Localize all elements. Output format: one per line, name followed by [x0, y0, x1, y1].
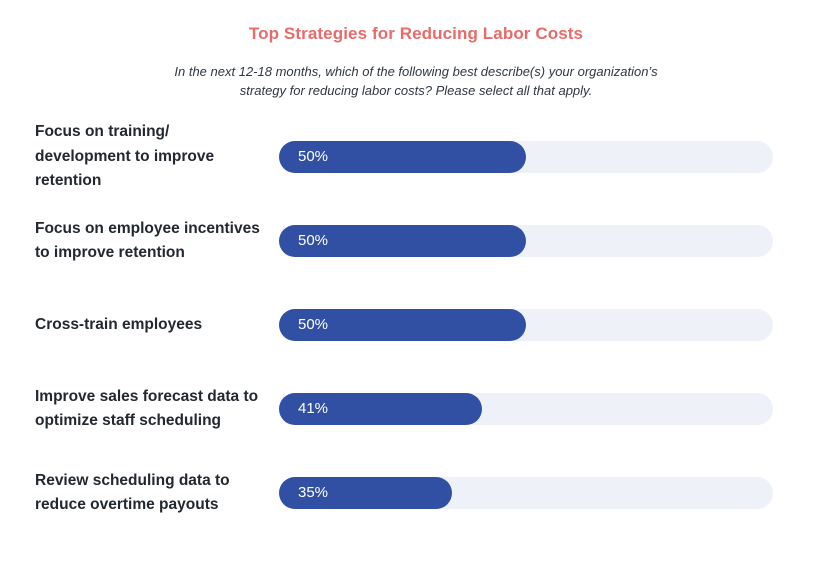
bar: 35% — [279, 477, 452, 509]
bar-track: 50% — [279, 141, 773, 173]
bar-track: 50% — [279, 309, 773, 341]
bar-value-label: 50% — [298, 148, 329, 165]
category-label: Review scheduling data to reduce overtim… — [35, 471, 230, 514]
category-label: Focus on employee incentives to improve … — [35, 219, 260, 262]
bar-track: 50% — [279, 225, 773, 257]
chart-title: Top Strategies for Reducing Labor Costs — [248, 24, 584, 43]
bar-track: 41% — [279, 393, 773, 425]
bar-value-label: 50% — [298, 316, 329, 333]
bar-track: 35% — [279, 477, 773, 509]
bar-value-label: 50% — [298, 232, 329, 249]
chart-subtitle: In the next 12-18 months, which of the f… — [174, 64, 658, 98]
bar: 50% — [279, 309, 526, 341]
category-label: Focus on training/ development to improv… — [35, 123, 215, 190]
category-label: Improve sales forecast data to optimize … — [35, 387, 259, 430]
bar: 41% — [279, 393, 482, 425]
category-label: Cross-train employees — [35, 315, 203, 333]
bar-value-label: 41% — [298, 400, 329, 417]
bar: 50% — [279, 225, 526, 257]
bar: 50% — [279, 141, 526, 173]
bar-value-label: 35% — [298, 484, 329, 501]
